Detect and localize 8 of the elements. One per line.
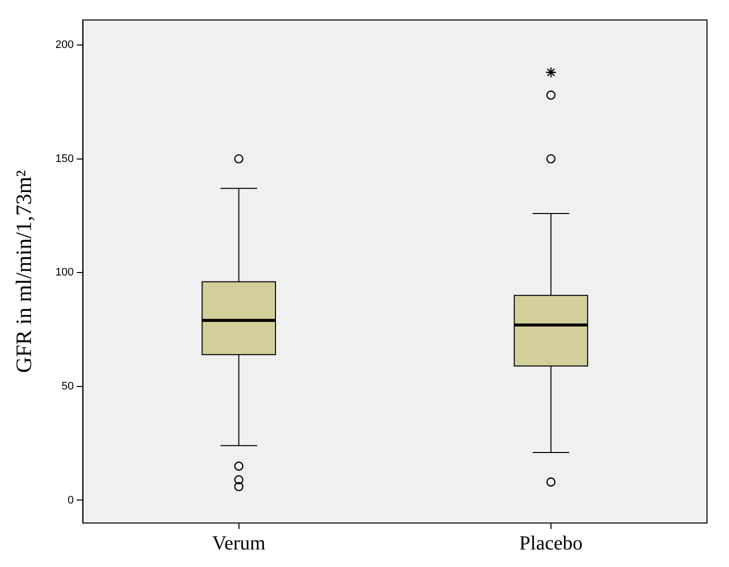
x-tick-label: Verum [212, 532, 266, 554]
y-tick-label: 150 [55, 152, 74, 165]
y-axis-title: GFR in ml/min/1,73m² [10, 170, 36, 373]
y-tick-label: 0 [68, 494, 74, 506]
x-tick-label: Placebo [519, 532, 583, 554]
y-tick-label: 200 [55, 39, 74, 52]
y-tick-label: 100 [55, 266, 74, 279]
y-tick-label: 50 [62, 380, 74, 392]
